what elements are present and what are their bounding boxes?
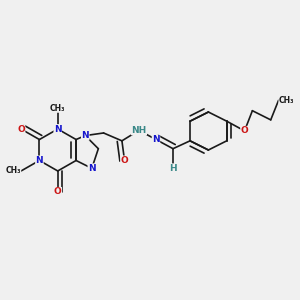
- Text: N: N: [36, 156, 43, 165]
- Text: O: O: [121, 156, 128, 165]
- Text: H: H: [169, 164, 177, 173]
- Text: N: N: [54, 124, 62, 134]
- Text: N: N: [88, 164, 96, 173]
- Text: NH: NH: [131, 126, 147, 135]
- Text: O: O: [241, 126, 248, 135]
- Text: N: N: [152, 135, 160, 144]
- Text: O: O: [54, 188, 62, 196]
- Text: O: O: [17, 124, 25, 134]
- Text: N: N: [81, 131, 89, 140]
- Text: CH₃: CH₃: [6, 167, 21, 176]
- Text: CH₃: CH₃: [50, 103, 65, 112]
- Text: CH₃: CH₃: [279, 96, 294, 105]
